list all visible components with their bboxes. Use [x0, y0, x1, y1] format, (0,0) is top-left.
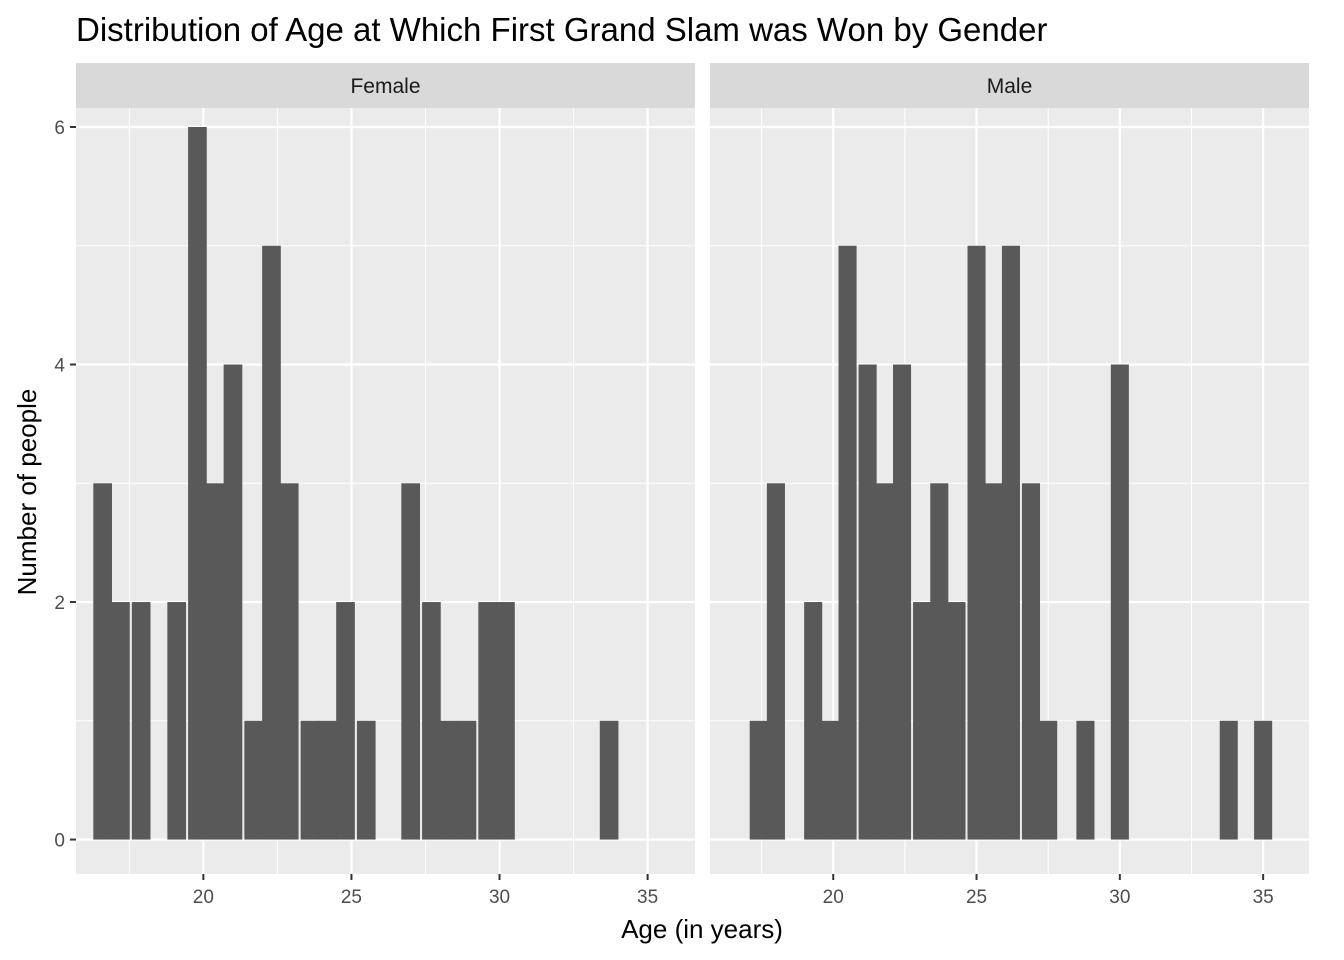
facet-strip	[76, 63, 695, 108]
x-axis-title: Age (in years)	[621, 914, 783, 944]
histogram-bar	[131, 602, 151, 840]
histogram-bar	[1021, 483, 1041, 840]
histogram-bar	[749, 720, 768, 840]
histogram-bar	[1039, 720, 1058, 840]
histogram-bar	[318, 720, 338, 840]
histogram-bar	[821, 720, 840, 840]
histogram-bar	[336, 602, 355, 840]
histogram-bar	[1219, 720, 1238, 840]
histogram-bar	[496, 602, 515, 840]
histogram-bar	[599, 720, 619, 840]
x-tick-label: 20	[823, 887, 844, 908]
facet-strip	[710, 63, 1309, 108]
histogram-bar	[188, 127, 207, 840]
histogram-bar	[1001, 245, 1020, 840]
x-tick-label: 25	[966, 887, 987, 908]
histogram-bar	[244, 720, 264, 840]
facet-strip-label: Male	[987, 75, 1033, 98]
histogram-bar	[439, 720, 459, 840]
y-tick-label: 4	[54, 356, 65, 377]
histogram-bar	[804, 602, 823, 840]
y-tick-label: 6	[54, 118, 65, 139]
histogram-bar	[300, 720, 320, 840]
x-tick-label: 35	[1253, 887, 1274, 908]
panel-female: Female 20 25 30 35 0 2 4 6	[54, 63, 695, 908]
histogram-bar	[93, 483, 112, 840]
panel-male: Male 20 25 30 35	[710, 63, 1309, 908]
histogram-bar	[279, 483, 299, 840]
histogram-bar	[858, 364, 877, 840]
histogram-bar	[1254, 720, 1273, 840]
histogram-bar	[1110, 364, 1129, 840]
histogram-bar	[913, 602, 932, 840]
histogram-bar	[223, 364, 243, 840]
histogram-bar	[930, 483, 949, 840]
x-tick-label: 25	[341, 887, 362, 908]
histogram-bar	[947, 602, 966, 840]
histogram-bar	[478, 602, 498, 840]
histogram-bar	[838, 245, 857, 840]
histogram-bar	[766, 483, 785, 840]
x-tick-label: 35	[637, 887, 658, 908]
histogram-bar	[875, 483, 894, 840]
histogram-bar	[457, 720, 477, 840]
chart-title: Distribution of Age at Which First Grand…	[76, 11, 1047, 48]
x-tick-label: 30	[1109, 887, 1130, 908]
histogram-bar	[111, 602, 130, 840]
y-tick-label: 0	[54, 831, 65, 852]
histogram-bar	[1076, 720, 1095, 840]
histogram-bar	[984, 483, 1003, 840]
histogram-bar	[356, 720, 376, 840]
histogram-bar	[262, 245, 281, 840]
facet-strip-label: Female	[350, 75, 420, 98]
y-tick-label: 2	[54, 593, 65, 614]
histogram-bar	[401, 483, 421, 840]
histogram-bar	[892, 364, 912, 840]
x-tick-label: 30	[489, 887, 510, 908]
x-tick-label: 20	[193, 887, 214, 908]
histogram-bar	[422, 602, 441, 840]
histogram-bar	[205, 483, 225, 840]
histogram-bar	[167, 602, 187, 840]
histogram-bar	[967, 245, 986, 840]
y-axis-title: Number of people	[12, 389, 42, 596]
